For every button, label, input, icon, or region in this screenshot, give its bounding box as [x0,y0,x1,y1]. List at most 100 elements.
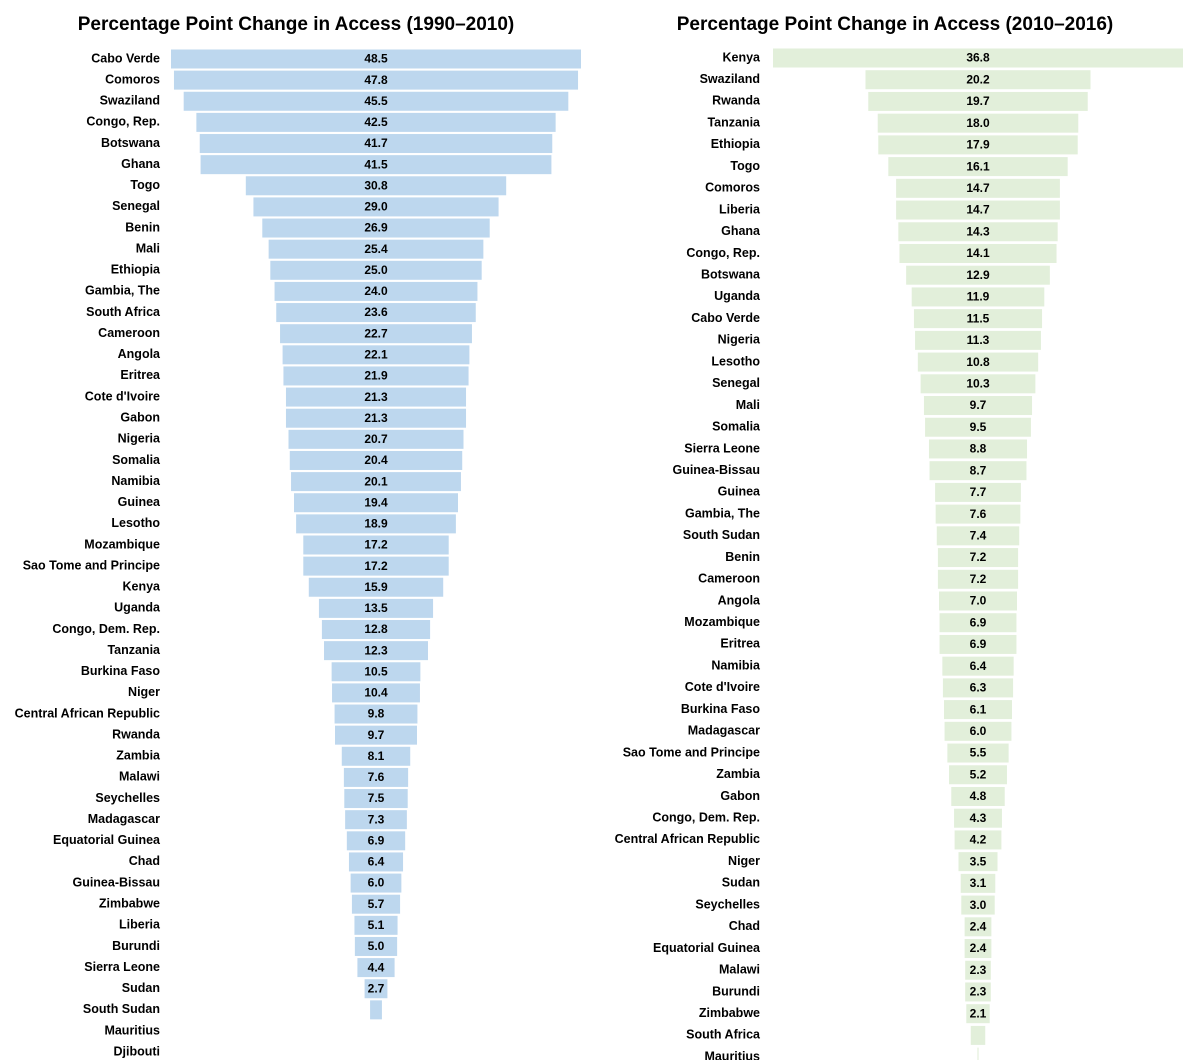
bar [966,1004,990,1024]
value-label: 14.1 [966,246,990,260]
bar [898,222,1058,242]
value-label: 7.4 [970,529,987,543]
category-label: Somalia [712,420,761,434]
value-label: 41.5 [364,157,388,171]
category-label: Swaziland [100,94,160,108]
bar [937,548,1019,568]
category-label: Guinea-Bissau [672,463,760,477]
value-label: 7.7 [970,485,987,499]
value-label: 9.5 [970,420,987,434]
value-label: 3.0 [970,898,987,912]
bar [954,830,1002,850]
category-label: Burkina Faso [81,664,161,678]
category-label: Mozambique [684,615,760,629]
value-label: 7.2 [970,572,987,586]
value-label: 5.7 [368,897,385,911]
category-label: Senegal [112,199,160,213]
category-label: Lesotho [711,354,760,368]
value-label: 11.3 [967,333,990,347]
category-label: Liberia [119,918,161,932]
category-label: Malawi [119,770,160,784]
category-label: Ethiopia [711,137,761,151]
bar [939,634,1017,654]
value-label: 8.7 [970,463,987,477]
value-label: 12.8 [364,622,388,636]
value-label: 19.4 [364,495,388,509]
category-label: Eritrea [120,368,161,382]
category-label: Zimbabwe [99,896,160,910]
bar [878,135,1078,155]
category-label: Comoros [105,72,160,86]
value-label: 7.3 [368,812,385,826]
bar [923,396,1033,416]
value-label: 4.8 [970,789,987,803]
value-label: 5.2 [970,767,987,781]
value-label: 15.9 [364,580,388,594]
value-label: 41.7 [364,136,388,150]
value-label: 14.7 [966,181,990,195]
value-label: 2.3 [970,985,987,999]
bar [308,577,444,597]
value-label: 36.8 [966,51,990,65]
value-label: 7.6 [368,770,385,784]
category-label: Guinea-Bissau [72,875,160,889]
category-label: Uganda [114,601,161,615]
bar [364,979,388,999]
value-label: 21.3 [364,390,388,404]
category-label: Tanzania [707,115,761,129]
bar [911,287,1045,307]
category-label: Gambia, The [85,284,160,298]
bar [977,1047,979,1060]
bar [348,852,404,872]
bar [351,894,401,914]
bar [345,810,407,830]
category-label: Sao Tome and Principe [23,558,160,572]
category-label: Central African Republic [615,832,760,846]
value-label: 20.7 [364,432,388,446]
value-label: 8.1 [368,749,385,763]
bar [928,439,1028,459]
bar [354,936,398,956]
category-label: Somalia [112,453,161,467]
bar [370,1000,382,1020]
bar [268,239,484,259]
bar [939,613,1017,633]
category-label: Namibia [111,474,161,488]
bar [896,200,1060,220]
category-label: Comoros [705,181,760,195]
category-label: Zambia [716,767,761,781]
category-label: Liberia [719,202,761,216]
bar [199,134,553,154]
value-label: 45.5 [364,94,388,108]
bar [291,472,461,492]
value-label: 4.3 [970,811,987,825]
category-label: Sudan [122,981,160,995]
value-label: 6.4 [368,855,385,869]
bar [285,387,467,407]
value-label: 2.1 [970,1006,987,1020]
value-label: 20.2 [966,72,990,86]
bar [196,112,556,132]
bar [970,1025,986,1045]
category-label: Rwanda [112,727,161,741]
value-label: 29.0 [364,200,388,214]
category-label: Benin [725,550,760,564]
bar [965,982,991,1002]
category-label: Guinea [118,495,161,509]
bar [915,330,1041,350]
value-label: 10.4 [364,686,388,700]
category-label: Djibouti [113,1044,160,1058]
value-label: 7.5 [368,791,385,805]
value-label: 20.1 [364,474,388,488]
bar [303,556,449,576]
bar [877,113,1079,133]
category-label: Togo [730,159,760,173]
bar [335,725,417,745]
value-label: 47.8 [364,73,388,87]
value-label: 21.3 [364,411,388,425]
value-label: 5.5 [970,746,987,760]
bar [288,429,464,449]
category-label: Equatorial Guinea [653,941,761,955]
bar [937,569,1019,589]
bar [935,482,1021,502]
